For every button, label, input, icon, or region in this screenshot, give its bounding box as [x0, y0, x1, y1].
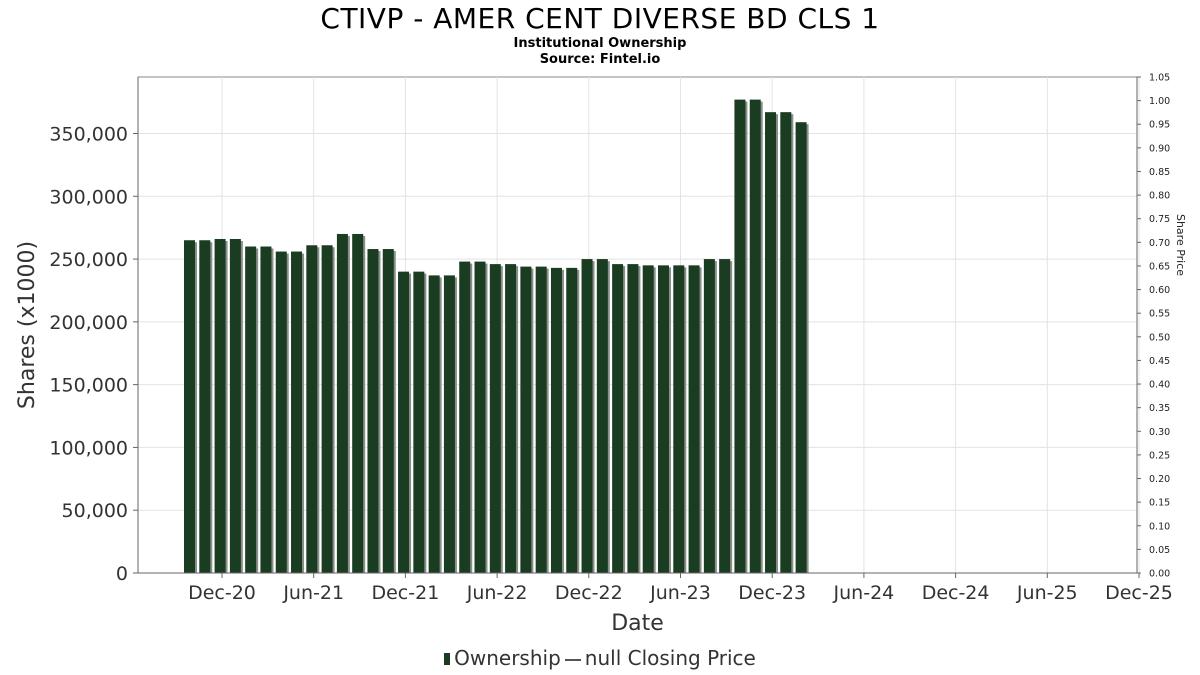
- x-axis-label: Date: [611, 611, 664, 636]
- ownership-bar: [749, 99, 761, 573]
- ownership-bar: [229, 238, 241, 574]
- x-tick-label: Jun-21: [282, 582, 344, 604]
- ownership-bar: [673, 265, 685, 573]
- right-y-tick-label: 0.15: [1149, 498, 1170, 509]
- ownership-bar: [719, 259, 731, 573]
- right-y-tick-label: 1.05: [1149, 73, 1170, 84]
- y-tick-label: 100,000: [49, 437, 128, 459]
- ownership-bar: [413, 271, 425, 573]
- chart-legend: Ownership null Closing Price: [0, 646, 1200, 670]
- y-tick-label: 50,000: [62, 500, 128, 522]
- right-y-tick-label: 0.65: [1149, 261, 1170, 272]
- x-tick-label: Jun-24: [833, 582, 895, 604]
- ownership-bar: [627, 264, 639, 573]
- ownership-bar: [612, 264, 624, 573]
- right-y-tick-label: 0.85: [1149, 167, 1170, 178]
- ownership-bar: [780, 112, 792, 574]
- chart-source: Source: Fintel.io: [539, 52, 661, 67]
- ownership-bar: [443, 275, 455, 573]
- right-y-tick-label: 0.80: [1149, 191, 1170, 202]
- ownership-bar: [352, 233, 364, 573]
- ownership-bar: [459, 261, 471, 573]
- ownership-bar: [642, 265, 654, 573]
- ownership-bar: [336, 233, 348, 573]
- ownership-bar: [596, 259, 608, 573]
- ownership-bar: [306, 245, 318, 573]
- ownership-bar: [520, 266, 532, 573]
- ownership-bar: [703, 259, 715, 573]
- ownership-bar: [657, 265, 669, 573]
- y-tick-label: 0: [116, 563, 128, 585]
- ownership-bar: [367, 249, 379, 573]
- x-tick-label: Dec-24: [922, 582, 990, 604]
- right-y-tick-label: 0.75: [1149, 214, 1170, 225]
- right-y-tick-label: 0.20: [1149, 474, 1170, 485]
- ownership-bar: [734, 99, 746, 573]
- right-y-tick-label: 0.00: [1149, 569, 1170, 580]
- right-y-tick-label: 0.90: [1149, 143, 1170, 154]
- legend-label-ownership: Ownership: [454, 646, 561, 670]
- ownership-bar: [275, 251, 287, 573]
- x-tick-label: Dec-25: [1105, 582, 1173, 604]
- right-y-tick-label: 0.05: [1149, 545, 1170, 556]
- ownership-bar: [214, 238, 226, 574]
- x-tick-label: Dec-22: [555, 582, 623, 604]
- ownership-bar: [550, 267, 562, 573]
- chart-subtitle: Institutional Ownership: [513, 36, 687, 51]
- ownership-bar: [581, 259, 593, 573]
- right-y-tick-label: 0.40: [1149, 380, 1170, 391]
- x-tick-label: Dec-20: [188, 582, 256, 604]
- ownership-legend-swatch: [444, 653, 451, 665]
- right-y-tick-label: 0.30: [1149, 427, 1170, 438]
- x-tick-label: Dec-23: [738, 582, 806, 604]
- ownership-bar: [245, 246, 257, 573]
- x-tick-label: Dec-21: [371, 582, 439, 604]
- ownership-bar: [688, 265, 700, 573]
- ownership-bar: [382, 249, 394, 573]
- right-y-tick-label: 0.25: [1149, 450, 1170, 461]
- chart-title: CTIVP - AMER CENT DIVERSE BD CLS 1: [320, 2, 880, 35]
- y-tick-label: 150,000: [49, 375, 128, 397]
- right-y-tick-label: 0.35: [1149, 403, 1170, 414]
- ownership-bar: [489, 264, 501, 573]
- ownership-bar: [199, 240, 211, 573]
- ownership-bar: [765, 112, 777, 574]
- right-y-tick-label: 0.95: [1149, 120, 1170, 131]
- ownership-bar: [398, 271, 410, 573]
- right-y-tick-label: 0.70: [1149, 238, 1170, 249]
- y-tick-label: 250,000: [49, 249, 128, 271]
- right-y-tick-label: 0.60: [1149, 285, 1170, 296]
- ownership-bar: [566, 267, 578, 573]
- ownership-bar: [321, 245, 333, 573]
- ownership-bar: [291, 251, 303, 573]
- x-tick-label: Jun-25: [1016, 582, 1078, 604]
- ownership-bar: [795, 122, 807, 573]
- right-y-tick-label: 0.10: [1149, 521, 1170, 532]
- legend-label-closing-price: null Closing Price: [584, 646, 756, 670]
- right-y-axis-label: Share Price: [1174, 214, 1187, 276]
- x-tick-label: Jun-23: [649, 582, 711, 604]
- ownership-bar: [260, 246, 272, 573]
- ownership-bar: [184, 240, 195, 573]
- right-y-tick-label: 1.00: [1149, 96, 1170, 107]
- ownership-bar: [505, 264, 517, 573]
- y-axis-label: Shares (x1000): [15, 241, 40, 409]
- ownership-bar: [474, 261, 486, 573]
- x-tick-label: Jun-22: [466, 582, 528, 604]
- ownership-bar: [535, 266, 547, 573]
- ownership-bar: [428, 275, 440, 573]
- y-tick-label: 200,000: [49, 312, 128, 334]
- closing-price-legend-swatch: [564, 658, 581, 661]
- right-y-tick-label: 0.50: [1149, 332, 1170, 343]
- right-y-tick-label: 0.45: [1149, 356, 1170, 367]
- y-tick-label: 300,000: [49, 186, 128, 208]
- y-tick-label: 350,000: [49, 124, 128, 146]
- right-y-tick-label: 0.55: [1149, 309, 1170, 320]
